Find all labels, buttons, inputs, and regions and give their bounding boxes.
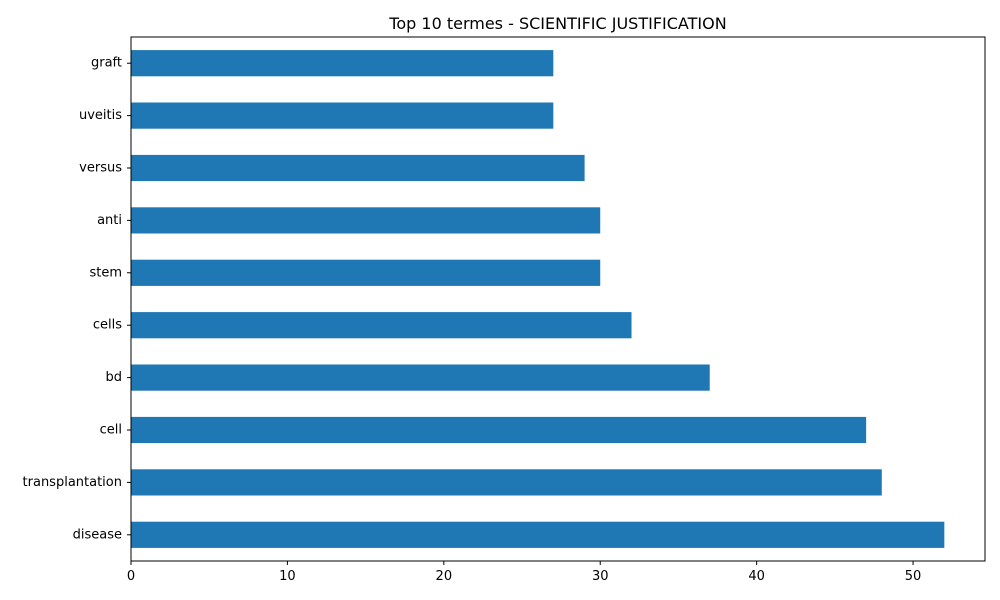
y-tick-label: transplantation [23, 475, 122, 490]
bar-bd [131, 364, 710, 391]
y-tick-label: graft [91, 56, 122, 71]
bar-disease [131, 521, 945, 548]
plot-frame [130, 36, 986, 562]
bar-stem [131, 259, 601, 286]
bars-group [131, 50, 945, 548]
y-tick-label: cells [93, 318, 122, 333]
chart-title: Top 10 termes - SCIENTIFIC JUSTIFICATION [388, 14, 726, 33]
x-tick-label: 40 [748, 569, 765, 584]
x-tick-label: 0 [127, 569, 135, 584]
bar-anti [131, 207, 601, 234]
x-tick-label: 30 [592, 569, 609, 584]
bar-versus [131, 154, 585, 182]
y-tick-label: uveitis [79, 108, 122, 123]
bar-cell [131, 416, 867, 444]
y-tick-label: bd [105, 370, 122, 385]
x-tick-label: 20 [436, 569, 453, 584]
x-tick-label: 10 [279, 569, 296, 584]
x-tick-label: 50 [905, 569, 922, 584]
bar-uveitis [131, 102, 554, 129]
y-axis-ticks: graft uveitis versus anti stem cells bd cell tra… [23, 56, 131, 542]
y-tick-label: stem [89, 265, 122, 280]
bar-transplantation [131, 469, 882, 496]
y-tick-label: disease [73, 527, 122, 542]
bar-graft [131, 50, 554, 77]
y-tick-label: versus [79, 161, 122, 176]
bar-cells [131, 312, 632, 339]
y-tick-label: cell [100, 423, 122, 438]
x-axis-ticks: 0 10 20 30 40 50 [127, 561, 921, 584]
y-tick-label: anti [97, 213, 122, 228]
